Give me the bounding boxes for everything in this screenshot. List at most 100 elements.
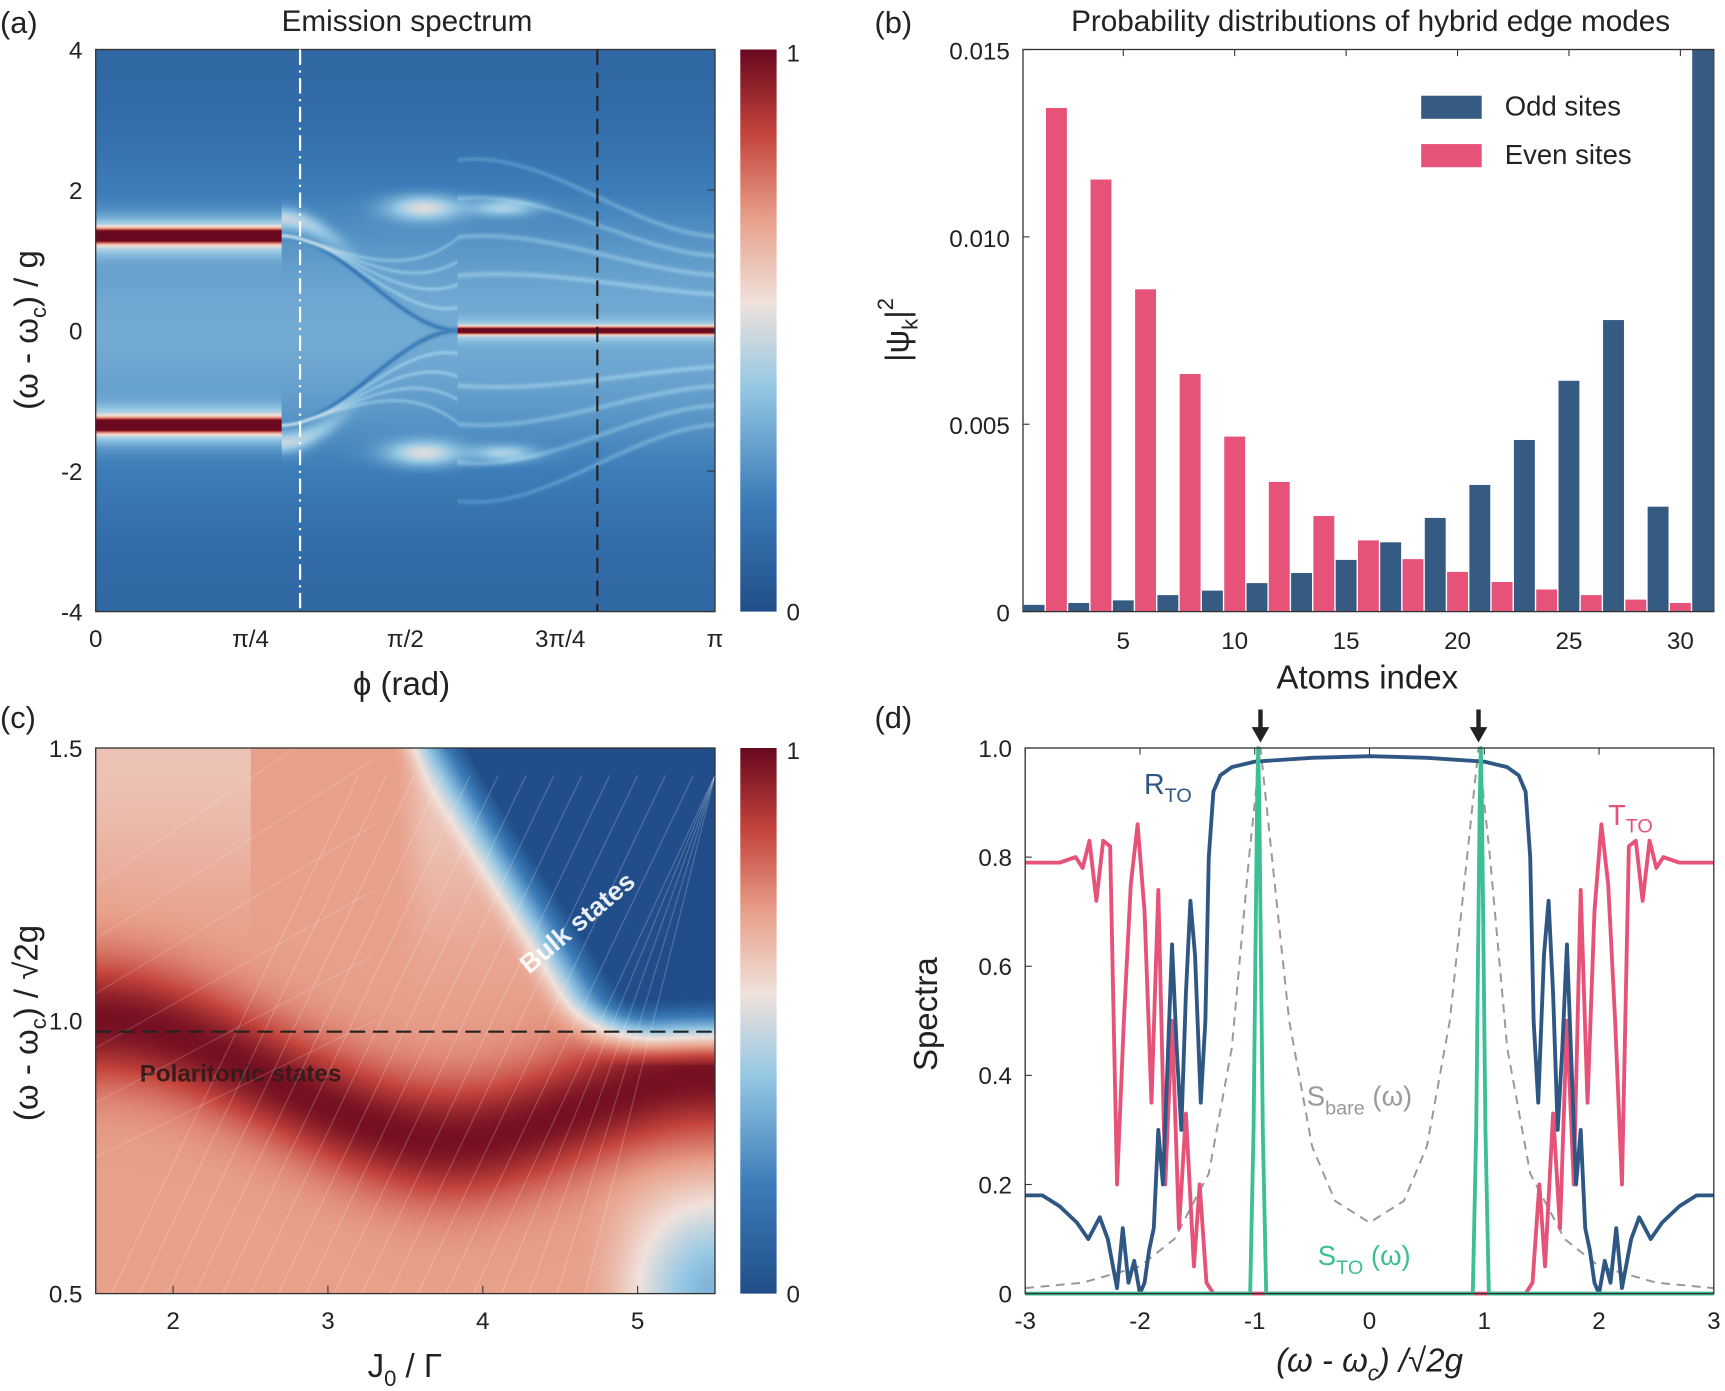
annotation-polaritonic-states: Polaritonic states bbox=[140, 1060, 342, 1087]
xlabel-b: Atoms index bbox=[1277, 659, 1459, 696]
bar-odd-site bbox=[1424, 517, 1446, 612]
annotation-bulk-states: Bulk states bbox=[514, 866, 641, 979]
ytick-label: 2 bbox=[69, 178, 82, 205]
ytick-label: 1.0 bbox=[49, 1009, 83, 1036]
colorbar-c bbox=[740, 748, 777, 1294]
bar-odd-site bbox=[1291, 573, 1312, 612]
bar-odd-site bbox=[1068, 602, 1090, 612]
xtick-label: 15 bbox=[1333, 628, 1360, 655]
bulk-state-line bbox=[194, 775, 444, 1294]
bulk-state-line bbox=[166, 775, 416, 1294]
bar-odd-site bbox=[1112, 600, 1134, 612]
bar-odd-site bbox=[1246, 583, 1268, 612]
bar-even-site bbox=[1402, 559, 1424, 612]
bar-even-site bbox=[1625, 599, 1647, 612]
title-b: Probability distributions of hybrid edge… bbox=[1071, 5, 1670, 38]
xtick-label: 30 bbox=[1667, 628, 1694, 655]
xtick-label: 1 bbox=[1478, 1308, 1491, 1335]
bulk-state-line bbox=[95, 1020, 375, 1158]
xtick-label: π bbox=[707, 626, 724, 653]
bulk-state-line bbox=[584, 775, 716, 1294]
bulk-state-line bbox=[277, 775, 527, 1294]
panel-label-a: (a) bbox=[0, 5, 38, 40]
arrow-down-icon bbox=[1469, 727, 1488, 743]
legend-label-odd: Odd sites bbox=[1505, 91, 1621, 122]
bulk-state-line bbox=[500, 775, 716, 1294]
bar-odd-site bbox=[1335, 559, 1357, 612]
series-line-t-to bbox=[1025, 822, 1714, 1296]
bar-odd-site bbox=[1558, 380, 1580, 612]
xtick-label: 2 bbox=[1592, 1308, 1605, 1335]
ylabel-a: (ω - ωc) / g bbox=[7, 250, 51, 410]
ytick-label: -2 bbox=[61, 459, 83, 486]
legend-swatch-even bbox=[1421, 144, 1482, 168]
bar-odd-site bbox=[1647, 506, 1669, 612]
xtick-label: 3 bbox=[321, 1308, 334, 1335]
ytick-label: -4 bbox=[61, 599, 83, 626]
xtick-label: 5 bbox=[1117, 628, 1130, 655]
bar-even-site bbox=[1357, 540, 1379, 612]
label-s-to: STO (ω) bbox=[1318, 1240, 1411, 1279]
xtick-label: -3 bbox=[1014, 1308, 1036, 1335]
bar-even-site bbox=[1224, 436, 1246, 612]
legend-b: Odd sites Even sites bbox=[1421, 91, 1632, 170]
bar-even-site bbox=[1580, 595, 1602, 612]
bar-odd-site bbox=[1692, 49, 1714, 612]
bulk-state-line bbox=[95, 758, 375, 940]
xtick-label: 2 bbox=[166, 1308, 179, 1335]
bar-even-site bbox=[1491, 581, 1513, 612]
bar-odd-site bbox=[1469, 484, 1491, 612]
panel-b: 0.015 0.010 0.005 0 5 10 15 20 25 30 bbox=[949, 38, 1715, 655]
bulk-state-line bbox=[110, 775, 360, 1294]
bar-even-site bbox=[1179, 374, 1201, 612]
ytick-label: 0.8 bbox=[978, 845, 1012, 872]
bulk-state-line bbox=[472, 775, 716, 1294]
ylabel-c: (ω - ωc) / √2g bbox=[7, 925, 51, 1121]
panel-c: 1.5 1.0 0.5 2 3 4 5 1 0 bbox=[49, 692, 800, 1335]
ytick-label: 0.2 bbox=[978, 1172, 1012, 1199]
ytick-label: 0.010 bbox=[949, 226, 1010, 253]
ytick-label: 0.015 bbox=[949, 38, 1010, 65]
bar-odd-site bbox=[1023, 604, 1045, 612]
bar-even-site bbox=[1536, 589, 1558, 612]
ytick-label: 0 bbox=[999, 1281, 1012, 1308]
xtick-label: 0 bbox=[89, 626, 102, 653]
ytick-label: 0.4 bbox=[978, 1063, 1012, 1090]
panel-d: 1.00.80.60.40.20-3 -2 -1 0 1 2 3 bbox=[978, 709, 1721, 1335]
bar-odd-site bbox=[1201, 590, 1223, 612]
ylabel-d: Spectra bbox=[907, 957, 944, 1071]
ytick-label: 0.005 bbox=[949, 413, 1010, 440]
ytick-label: 4 bbox=[69, 37, 82, 64]
label-r-to: RTO bbox=[1144, 769, 1192, 807]
bulk-state-line bbox=[95, 823, 375, 994]
bulk-state-line bbox=[95, 954, 375, 1104]
panel-label-c: (c) bbox=[0, 700, 36, 735]
xtick-label: 4 bbox=[476, 1308, 489, 1335]
xtick-label: -1 bbox=[1244, 1308, 1266, 1335]
bulk-state-line bbox=[361, 775, 611, 1294]
bar-even-site bbox=[1447, 571, 1468, 612]
bar-even-site bbox=[1669, 602, 1691, 612]
colorbar-tick-label: 1 bbox=[787, 41, 800, 68]
bulk-state-line bbox=[528, 775, 716, 1294]
xtick-label: 5 bbox=[631, 1308, 644, 1335]
plot-b-frame bbox=[1022, 48, 1715, 613]
colorbar-a bbox=[740, 49, 777, 612]
bulk-state-line bbox=[389, 775, 639, 1294]
bar-odd-site bbox=[1513, 439, 1535, 612]
ytick-label: 1.5 bbox=[49, 736, 83, 763]
bar-even-site bbox=[1313, 516, 1335, 612]
bulk-state-line bbox=[417, 775, 666, 1294]
bar-odd-site bbox=[1380, 542, 1402, 612]
bar-even-site bbox=[1090, 179, 1112, 612]
colorbar-tick-label: 1 bbox=[787, 738, 800, 765]
label-t-to: TTO bbox=[1608, 800, 1653, 838]
heatmap-emission-spectrum bbox=[95, 49, 715, 612]
bulk-state-line bbox=[222, 775, 471, 1294]
bar-even-site bbox=[1045, 107, 1067, 612]
legend-swatch-odd bbox=[1421, 95, 1482, 119]
xtick-label: 25 bbox=[1556, 628, 1583, 655]
legend-label-even: Even sites bbox=[1505, 139, 1632, 170]
xlabel-a: ϕ (rad) bbox=[353, 665, 450, 702]
